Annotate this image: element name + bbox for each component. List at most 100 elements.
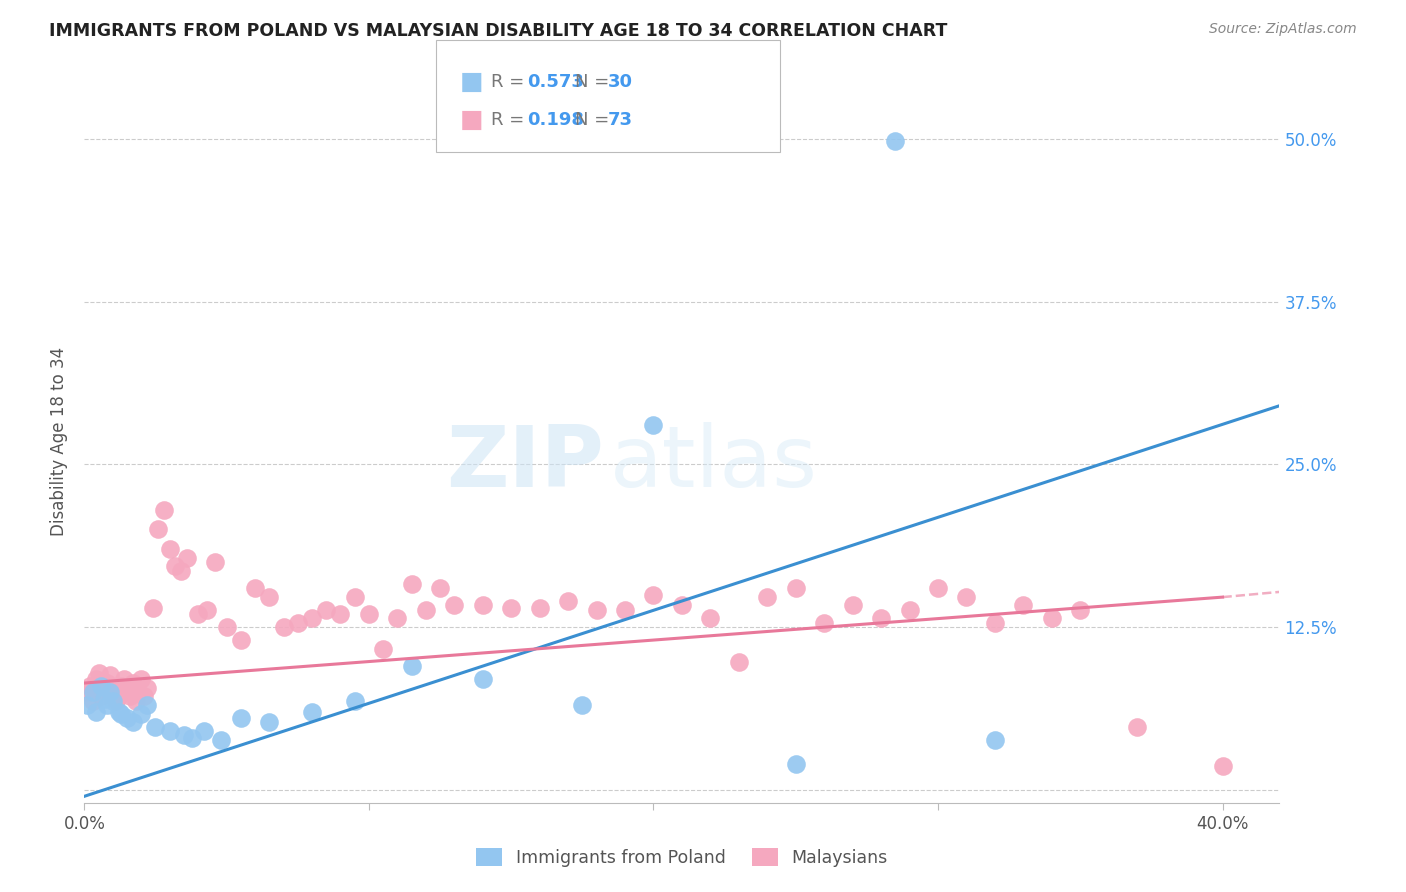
Point (1126, 720, 1149, 734)
Text: 0.198: 0.198 (527, 112, 585, 129)
Text: 0.573: 0.573 (527, 73, 583, 91)
Point (501, 600, 523, 615)
Point (571, 698, 593, 713)
Point (259, 715, 281, 730)
Point (813, 616, 835, 631)
Point (357, 607, 380, 621)
Point (127, 685, 149, 699)
Point (955, 590, 977, 604)
Point (614, 603, 637, 617)
Text: N =: N = (575, 112, 614, 129)
Point (204, 555, 226, 569)
Point (195, 603, 218, 617)
Point (785, 581, 807, 595)
Point (148, 523, 170, 537)
Point (110, 679, 132, 693)
Point (984, 616, 1007, 631)
Point (343, 694, 366, 708)
Point (159, 724, 181, 739)
Point (145, 720, 167, 734)
Point (93, 691, 115, 706)
Point (671, 598, 693, 612)
Point (76, 698, 98, 713)
Point (121, 676, 143, 690)
Point (107, 705, 129, 719)
Point (1212, 759, 1234, 773)
Point (136, 698, 159, 713)
Point (159, 541, 181, 556)
Point (699, 611, 721, 625)
Point (98, 685, 121, 699)
Point (643, 587, 665, 601)
Point (373, 642, 395, 657)
Legend: Immigrants from Poland, Malaysians: Immigrants from Poland, Malaysians (470, 841, 894, 873)
Point (129, 707, 152, 722)
Point (110, 707, 132, 722)
Point (132, 689, 156, 703)
Point (84, 672, 107, 686)
Point (181, 731, 204, 745)
Point (229, 711, 252, 725)
Point (585, 603, 607, 617)
Point (898, 603, 921, 617)
Point (471, 672, 494, 686)
Point (415, 603, 437, 617)
Point (927, 581, 949, 595)
Y-axis label: Disability Age 18 to 34: Disability Age 18 to 34 (51, 347, 69, 536)
Point (129, 672, 152, 686)
Point (287, 616, 309, 631)
Point (229, 633, 252, 648)
Point (727, 655, 749, 669)
Point (870, 611, 893, 625)
Point (1069, 603, 1091, 617)
Text: 30: 30 (607, 73, 633, 91)
Point (756, 590, 779, 604)
Point (401, 577, 423, 591)
Point (98, 668, 121, 682)
Point (301, 611, 323, 625)
Point (259, 590, 281, 604)
Text: IMMIGRANTS FROM POLAND VS MALAYSIAN DISABILITY AGE 18 TO 34 CORRELATION CHART: IMMIGRANTS FROM POLAND VS MALAYSIAN DISA… (49, 22, 948, 40)
Text: ■: ■ (460, 70, 484, 94)
Point (82, 685, 104, 699)
Text: ■: ■ (460, 109, 484, 132)
Point (112, 672, 135, 686)
Point (557, 594, 579, 608)
Point (301, 705, 323, 719)
Point (84, 705, 107, 719)
Point (79, 679, 101, 693)
Text: R =: R = (491, 112, 530, 129)
Point (76, 685, 98, 699)
Point (101, 685, 124, 699)
Point (121, 715, 143, 730)
Point (90, 689, 112, 703)
Point (443, 598, 465, 612)
Point (124, 694, 146, 708)
Point (170, 564, 193, 578)
Point (387, 611, 409, 625)
Point (243, 581, 266, 595)
Point (343, 590, 366, 604)
Point (153, 503, 176, 517)
Point (165, 558, 187, 573)
Text: N =: N = (575, 73, 614, 91)
Point (401, 659, 423, 673)
Point (315, 603, 337, 617)
Point (471, 598, 494, 612)
Point (273, 620, 295, 634)
Point (215, 620, 238, 634)
Text: Source: ZipAtlas.com: Source: ZipAtlas.com (1209, 22, 1357, 37)
Text: 73: 73 (607, 112, 633, 129)
Point (142, 600, 165, 615)
Point (1040, 611, 1063, 625)
Text: ZIP: ZIP (447, 422, 605, 505)
Point (173, 728, 195, 742)
Point (984, 733, 1007, 747)
Point (101, 694, 124, 708)
Point (93, 681, 115, 696)
Point (90, 679, 112, 693)
Point (841, 598, 863, 612)
Point (107, 689, 129, 703)
Point (115, 681, 138, 696)
Point (96, 698, 118, 713)
